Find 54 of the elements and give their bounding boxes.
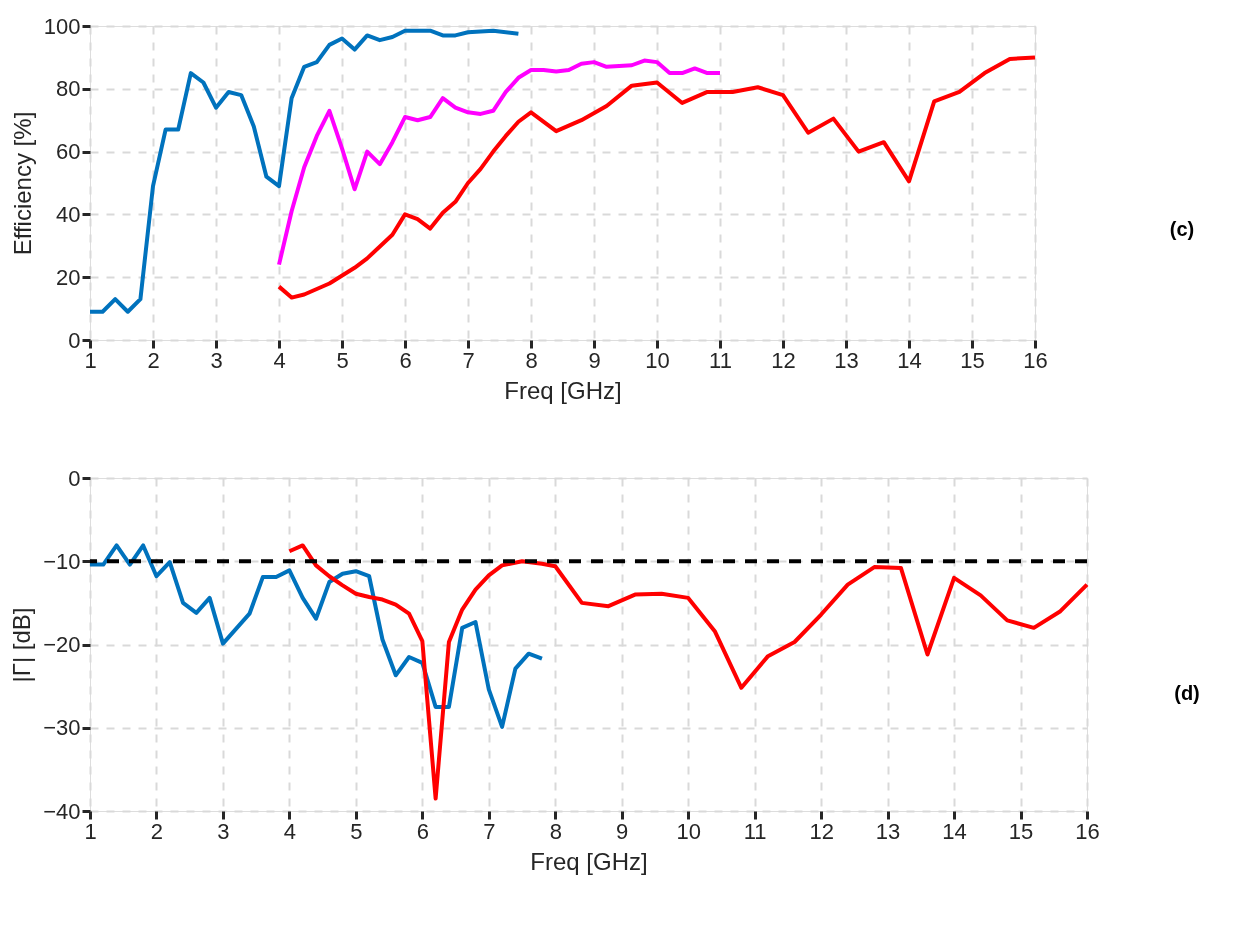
y-tick-label: 20 xyxy=(56,264,81,290)
x-tick-label: 15 xyxy=(1008,818,1034,844)
text: (c) xyxy=(1169,218,1195,241)
x-tick-label: 2 xyxy=(150,818,164,844)
x-axis-title: Freq [GHz] xyxy=(530,847,648,875)
line-series xyxy=(287,543,1089,801)
x-tick-label: 14 xyxy=(942,818,967,844)
y-tick-label: 100 xyxy=(43,13,81,39)
x-tick-label: 16 xyxy=(1075,818,1100,844)
x-tick-label: 8 xyxy=(549,818,562,844)
x-tick-label: 9 xyxy=(588,347,601,373)
x-tick-label: 5 xyxy=(336,347,349,373)
y-tick-label: −10 xyxy=(43,548,81,574)
x-axis-title: Freq [GHz] xyxy=(504,376,622,404)
y-tick-label: 40 xyxy=(56,201,81,227)
line-series xyxy=(88,543,544,729)
x-tick-label: 15 xyxy=(960,347,985,373)
y-axis-title: |Γ| [dB] xyxy=(8,607,36,683)
x-tick-label: 3 xyxy=(210,347,223,373)
x-tick-label: 9 xyxy=(616,818,629,844)
x-tick-label: 1 xyxy=(84,347,97,373)
x-tick-label: 2 xyxy=(147,347,160,373)
line-series xyxy=(88,28,521,314)
x-tick-label: 1 xyxy=(84,818,97,844)
x-tick-label: 13 xyxy=(875,818,901,844)
x-tick-label: 11 xyxy=(709,347,732,373)
x-tick-label: 4 xyxy=(273,347,286,373)
y-tick-label: 0 xyxy=(68,327,81,353)
x-tick-label: 7 xyxy=(483,818,496,844)
x-tick-label: 12 xyxy=(771,347,796,373)
y-axis-title: Efficiency [%] xyxy=(8,111,36,256)
x-tick-label: 4 xyxy=(283,818,297,844)
y-tick-label: 80 xyxy=(56,76,81,102)
line-series xyxy=(277,58,722,267)
y-tick-label: −30 xyxy=(43,715,81,741)
y-tick-label: −20 xyxy=(43,632,81,657)
x-tick-label: 6 xyxy=(416,818,429,844)
x-tick-label: 16 xyxy=(1023,347,1048,373)
x-tick-label: 8 xyxy=(525,347,538,373)
x-tick-label: 11 xyxy=(743,818,767,844)
y-tick-label: 60 xyxy=(56,139,81,165)
line-series xyxy=(277,55,1037,300)
x-tick-label: 14 xyxy=(897,347,922,373)
x-tick-label: 10 xyxy=(645,347,670,373)
x-tick-label: 12 xyxy=(809,818,834,844)
x-tick-label: 13 xyxy=(834,347,859,373)
x-tick-label: 7 xyxy=(462,347,475,373)
x-tick-label: 5 xyxy=(350,818,363,844)
y-tick-label: 0 xyxy=(68,465,81,491)
x-tick-label: 3 xyxy=(217,818,230,844)
x-tick-label: 10 xyxy=(676,818,701,844)
y-tick-label: −40 xyxy=(43,798,81,824)
text: (d) xyxy=(1174,682,1200,705)
x-tick-label: 6 xyxy=(399,347,412,373)
